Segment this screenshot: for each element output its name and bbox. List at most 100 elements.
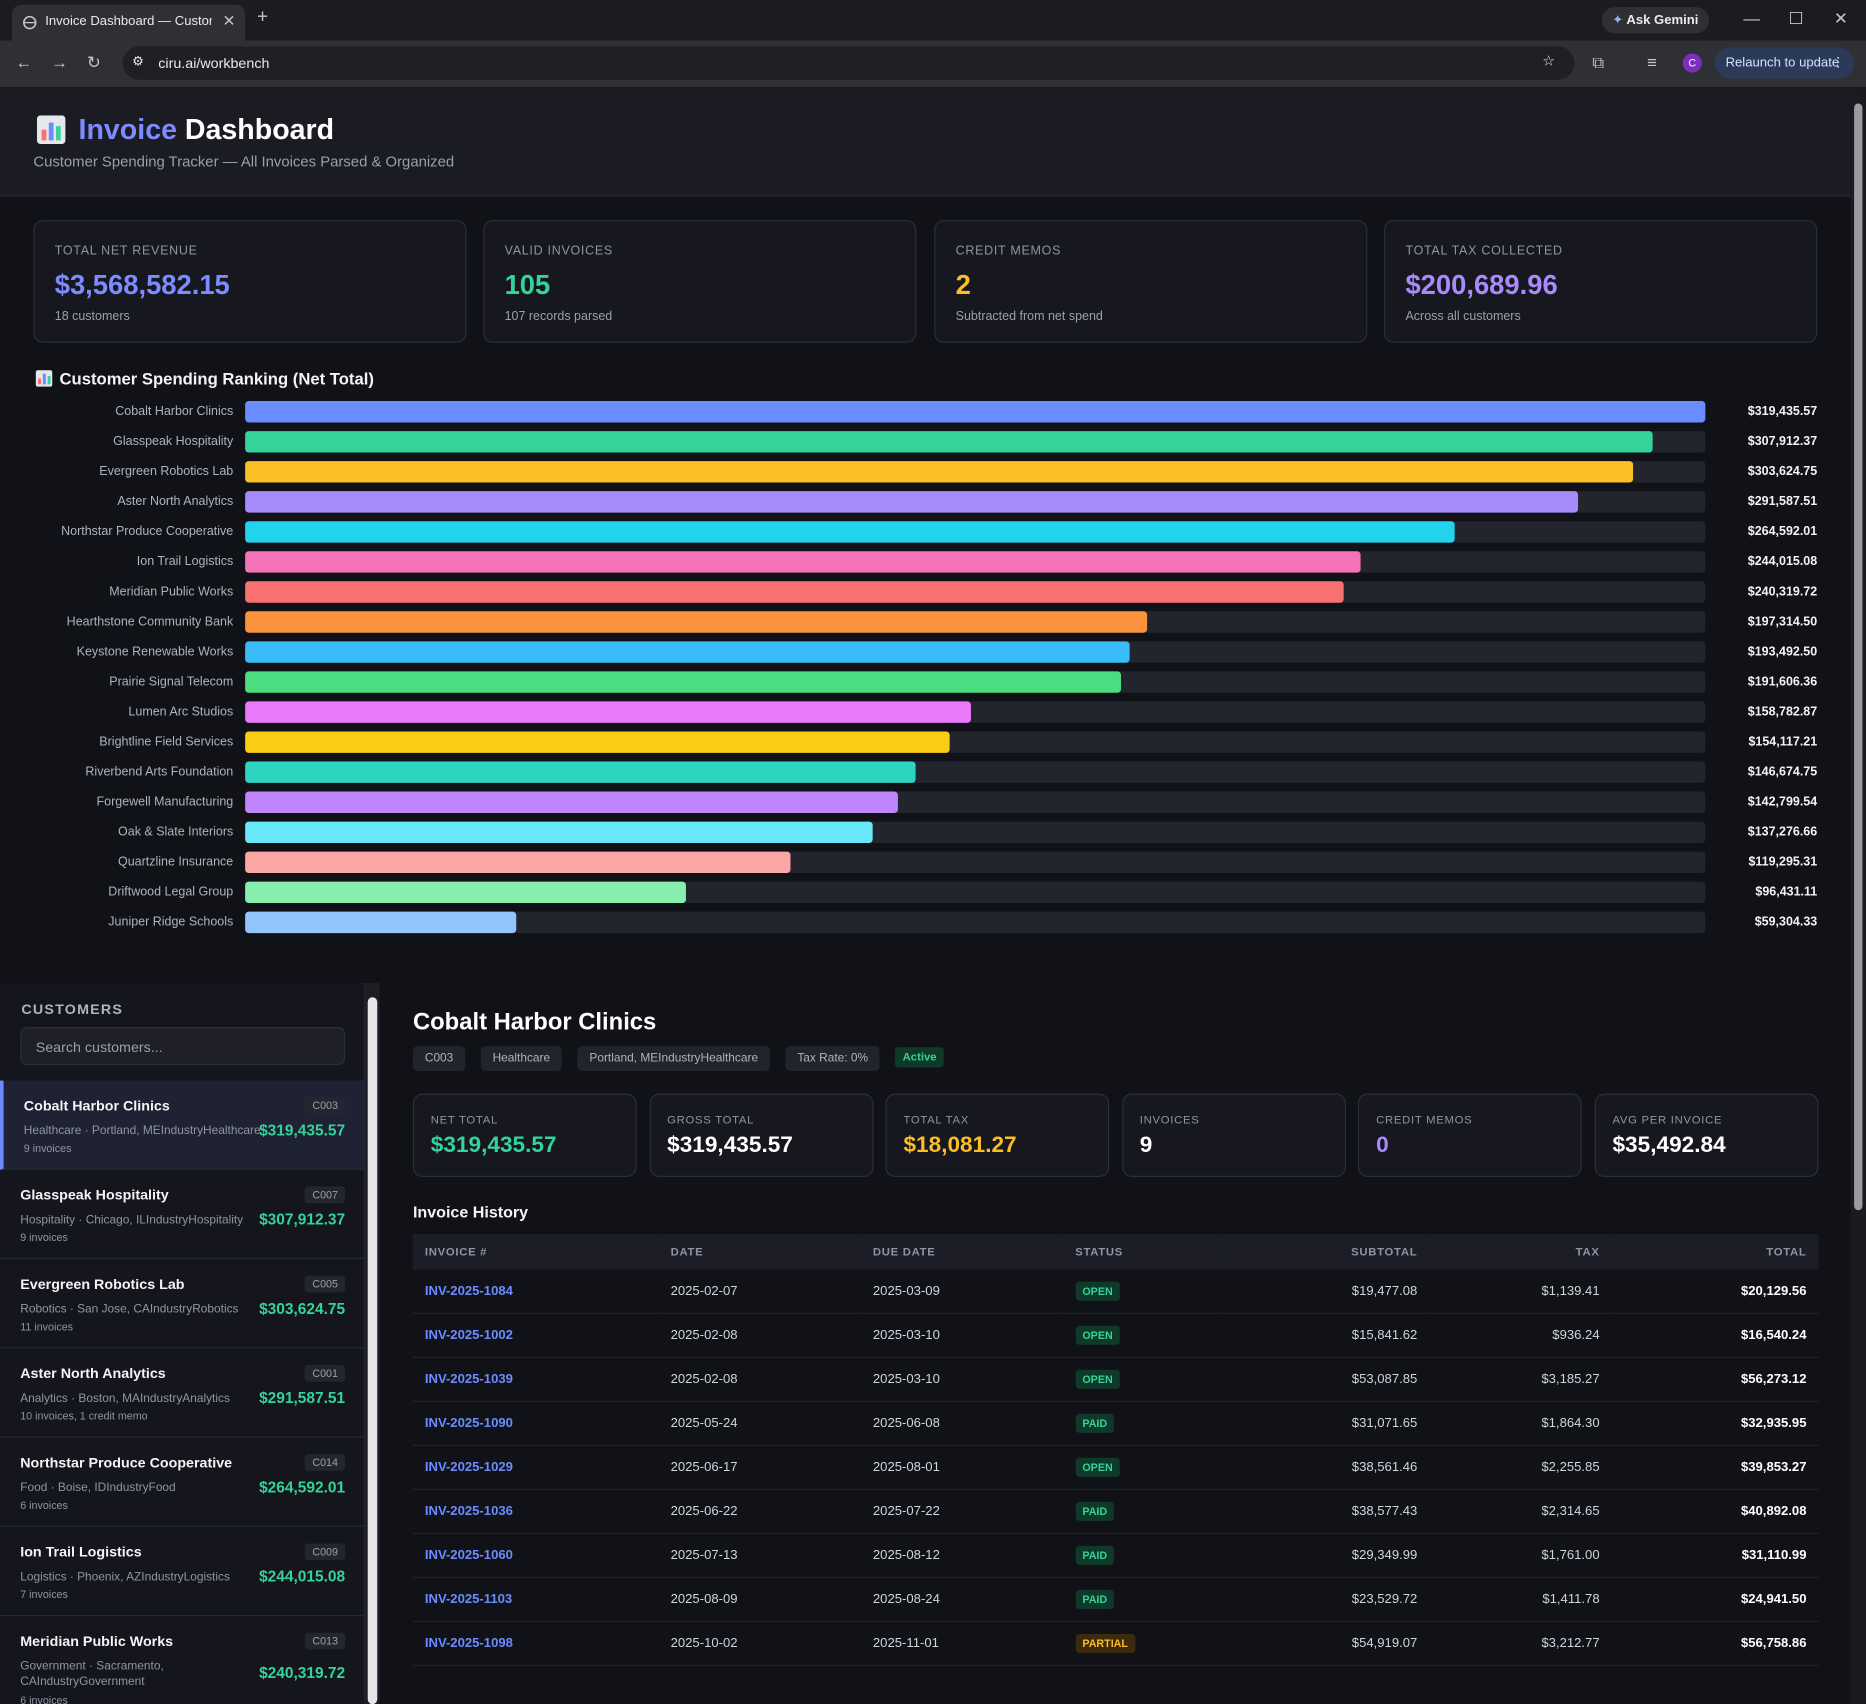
- stat-note: 107 records parsed: [504, 309, 613, 324]
- stat-note: 18 customers: [54, 309, 130, 324]
- page-subtitle: Customer Spending Tracker — All Invoices…: [33, 153, 455, 171]
- detail-stat-card: NET TOTAL $319,435.57: [412, 1093, 637, 1177]
- table-cell: $20,129.56: [1611, 1269, 1819, 1314]
- table-cell: $1,864.30: [1429, 1401, 1612, 1446]
- value-label: $197,314.50: [1748, 614, 1817, 628]
- customer-item[interactable]: Aster North Analytics C001 Analytics · Bos…: [0, 1348, 365, 1438]
- stat-value: 2: [955, 268, 971, 300]
- detail-stat-value: 9: [1139, 1132, 1153, 1158]
- invoice-link[interactable]: INV-2025-1090: [412, 1401, 659, 1446]
- relaunch-button[interactable]: Relaunch to update ⋮: [1714, 47, 1855, 79]
- column-header: STATUS: [1063, 1234, 1219, 1270]
- column-header: TAX: [1429, 1234, 1612, 1270]
- ask-gemini[interactable]: ✦ Ask Gemini: [1601, 7, 1709, 34]
- customer-count: 7 invoices: [20, 1588, 68, 1601]
- invoice-link[interactable]: INV-2025-1060: [412, 1533, 659, 1579]
- status-pill: OPEN: [1075, 1281, 1120, 1301]
- customer-item[interactable]: Glasspeak Hospitality C007 Hospitality · C…: [0, 1170, 365, 1260]
- value-label: $119,295.31: [1748, 855, 1817, 869]
- status-cell: PAID: [1063, 1489, 1219, 1534]
- value-label: $137,276.66: [1748, 825, 1817, 839]
- site-info[interactable]: ⚙: [132, 54, 144, 70]
- stat-card: TOTAL NET REVENUE $3,568,582.15 18 custome…: [33, 220, 467, 343]
- status-cell: PAID: [1063, 1533, 1219, 1579]
- table-cell: $3,185.27: [1429, 1357, 1612, 1402]
- minimize[interactable]: —: [1743, 8, 1761, 28]
- table-cell: 2025-08-09: [658, 1577, 862, 1623]
- bookmark-star[interactable]: ☆: [1542, 52, 1556, 70]
- invoice-link[interactable]: INV-2025-1039: [412, 1357, 659, 1402]
- customer-search[interactable]: Search customers...: [20, 1027, 346, 1066]
- table-cell: $53,087.85: [1218, 1357, 1430, 1402]
- value-label: $244,015.08: [1748, 554, 1817, 568]
- customer-name: Meridian Public Works: [20, 1632, 174, 1650]
- sidebar-scroll-thumb[interactable]: [367, 997, 378, 1704]
- invoice-link[interactable]: INV-2025-1029: [412, 1445, 659, 1490]
- status-cell: OPEN: [1063, 1313, 1219, 1358]
- chart-icon: [35, 370, 53, 387]
- table-cell: 2025-02-08: [658, 1313, 862, 1358]
- bar: [245, 581, 1344, 603]
- detail-stat-label: TOTAL TAX: [903, 1113, 969, 1127]
- table-cell: 2025-03-09: [861, 1269, 1064, 1314]
- profile-avatar[interactable]: C: [1682, 53, 1702, 73]
- title-icon: [36, 115, 66, 144]
- status-pill: PARTIAL: [1075, 1633, 1136, 1653]
- category-label: Brightline Field Services: [99, 734, 233, 748]
- tab[interactable]: Invoice Dashboard — Custome ✕: [11, 4, 246, 41]
- sidebar-scrollbar[interactable]: [365, 982, 380, 1704]
- invoice-link[interactable]: INV-2025-1084: [412, 1269, 659, 1314]
- customer-item[interactable]: Ion Trail Logistics C009 Logistics · Phoen…: [0, 1527, 365, 1617]
- invoice-row: INV-2025-1060 2025-07-13 2025-08-12 PAID $29…: [412, 1533, 1819, 1579]
- table-cell: 2025-08-01: [861, 1445, 1064, 1490]
- status-pill: PAID: [1075, 1501, 1115, 1521]
- customer-item[interactable]: Cobalt Harbor Clinics C003 Healthcare · Po…: [0, 1080, 365, 1170]
- table-cell: $23,529.72: [1218, 1577, 1430, 1623]
- chart-title: Customer Spending Ranking (Net Total): [59, 368, 374, 388]
- scroll-thumb[interactable]: [1854, 103, 1863, 1211]
- column-header: TOTAL: [1611, 1234, 1819, 1270]
- bar: [245, 911, 517, 934]
- close-window[interactable]: ✕: [1833, 8, 1848, 28]
- customer-name: Northstar Produce Cooperative: [20, 1454, 233, 1471]
- invoice-link[interactable]: INV-2025-1103: [412, 1577, 659, 1623]
- reload[interactable]: ↻: [86, 52, 101, 72]
- table-cell: $1,411.78: [1429, 1577, 1612, 1623]
- table-cell: $56,273.12: [1611, 1357, 1819, 1402]
- customer-item[interactable]: Northstar Produce Cooperative C014 Food · …: [0, 1438, 365, 1527]
- value-label: $307,912.37: [1748, 434, 1817, 448]
- invoice-link[interactable]: INV-2025-1098: [412, 1621, 659, 1667]
- invoice-link[interactable]: INV-2025-1036: [412, 1489, 659, 1534]
- invoice-link[interactable]: INV-2025-1002: [412, 1313, 659, 1358]
- status-pill: OPEN: [1075, 1325, 1120, 1345]
- new-tab[interactable]: +: [257, 7, 269, 28]
- category-label: Glasspeak Hospitality: [113, 434, 234, 448]
- page-scrollbar[interactable]: [1850, 86, 1866, 1704]
- bar: [245, 521, 1455, 543]
- category-label: Lumen Arc Studios: [128, 704, 233, 718]
- extension[interactable]: ⧉: [1592, 52, 1605, 72]
- back[interactable]: ←: [15, 52, 33, 72]
- stat-label: TOTAL NET REVENUE: [54, 243, 198, 259]
- status-cell: OPEN: [1063, 1445, 1219, 1490]
- status-cell: PARTIAL: [1063, 1621, 1219, 1667]
- customer-item[interactable]: Meridian Public Works C013 Government · Sa…: [0, 1616, 364, 1704]
- detail-stat-label: INVOICES: [1139, 1113, 1200, 1127]
- omnibox[interactable]: ⚙ ciru.ai/workbench ☆: [122, 46, 1575, 80]
- detail-tag: C003: [412, 1046, 466, 1072]
- stat-card: TOTAL TAX COLLECTED $200,689.96 Across all…: [1384, 220, 1818, 343]
- customer-total: $244,015.08: [259, 1567, 346, 1586]
- column-header: SUBTOTAL: [1218, 1234, 1430, 1270]
- customer-item[interactable]: Evergreen Robotics Lab C005 Robotics · San…: [0, 1259, 365, 1349]
- table-cell: $31,110.99: [1611, 1533, 1819, 1579]
- reading-list[interactable]: ≡: [1647, 52, 1657, 72]
- category-label: Quartzline Insurance: [118, 855, 233, 869]
- table-cell: 2025-02-07: [658, 1269, 862, 1314]
- detail-stat-value: $18,081.27: [903, 1132, 1017, 1158]
- detail-stat-card: INVOICES 9: [1121, 1093, 1346, 1177]
- tab-close[interactable]: ✕: [222, 11, 236, 30]
- maximize[interactable]: ☐: [1788, 8, 1804, 28]
- table-cell: 2025-06-08: [861, 1401, 1064, 1446]
- forward[interactable]: →: [51, 52, 68, 72]
